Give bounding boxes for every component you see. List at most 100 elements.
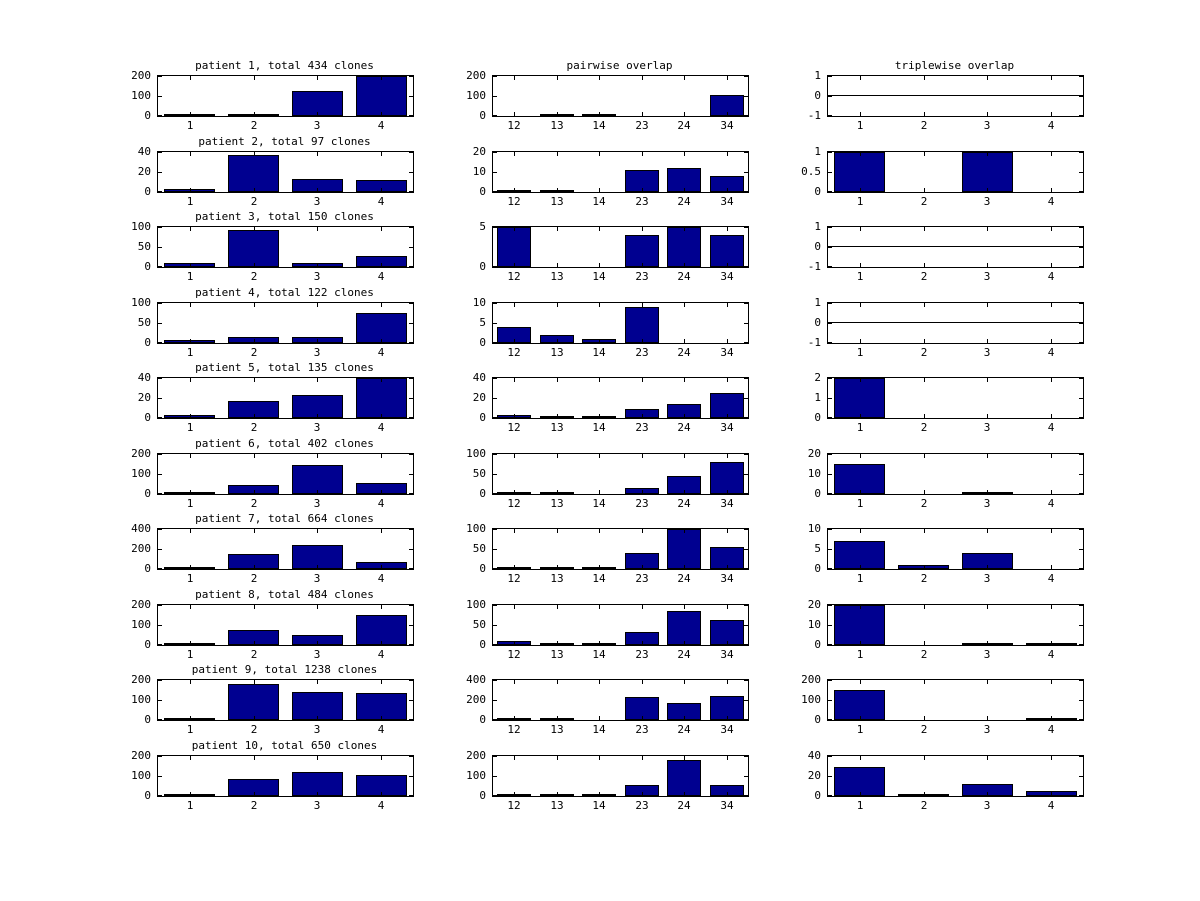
x-tick-label: 2 [250,799,258,812]
bar [834,152,885,192]
x-tick-mark [1051,792,1052,796]
x-tick-mark [381,454,382,458]
x-tick-mark [924,641,925,645]
x-tick-mark [381,227,382,231]
x-tick-label: 1 [186,421,194,434]
x-tick-mark [514,227,515,231]
y-tick-mark [493,756,497,757]
x-tick-mark [557,529,558,533]
y-tick-label: 0 [814,185,821,198]
x-tick-mark [860,756,861,760]
y-tick-mark [1079,795,1083,796]
x-tick-mark [727,263,728,267]
y-tick-mark [493,191,497,192]
x-tick-mark [684,76,685,80]
y-tick-label: 200 [466,69,486,82]
x-tick-mark [381,76,382,80]
x-tick-mark [860,792,861,796]
x-tick-mark [684,605,685,609]
x-tick-mark [642,490,643,494]
x-tick-mark [254,339,255,343]
x-tick-label: 1 [856,346,864,359]
y-tick-label: 0 [144,713,151,726]
y-tick-mark [493,323,497,324]
x-tick-mark [599,112,600,116]
y-tick-mark [493,680,497,681]
plot-area [827,377,1084,419]
y-tick-mark [409,568,413,569]
x-tick-mark [987,414,988,418]
y-tick-label: 100 [131,467,151,480]
y-tick-label: 20 [807,598,821,611]
x-tick-label: 12 [507,119,521,132]
y-tick-mark [1079,96,1083,97]
zero-line [828,246,1083,247]
subplot-title: patient 10, total 650 clones [191,739,378,752]
x-tick-mark [254,565,255,569]
x-tick-mark [514,263,515,267]
y-tick-mark [828,417,832,418]
bar [667,529,701,569]
x-tick-mark [190,680,191,684]
x-tick-mark [599,605,600,609]
x-tick-mark [317,792,318,796]
bar [834,378,885,418]
x-tick-label: 3 [983,648,991,661]
zero-line [828,95,1083,96]
y-tick-label: 50 [472,542,486,555]
bar [625,235,659,267]
x-tick-mark [924,339,925,343]
bar [356,693,407,720]
y-tick-mark [493,398,497,399]
x-tick-mark [727,112,728,116]
y-tick-mark [744,227,748,228]
x-tick-mark [381,605,382,609]
x-tick-mark [381,414,382,418]
x-tick-mark [1051,414,1052,418]
subplot-row3-pairwise: 12 13 14 23 24 34 0 5 [479,221,749,283]
plot-area [157,75,414,117]
y-tick-label: 0 [144,336,151,349]
y-tick-mark [744,644,748,645]
x-tick-mark [1051,716,1052,720]
x-tick-mark [599,378,600,382]
plot-area [157,604,414,646]
y-tick-mark [744,266,748,267]
y-tick-mark [828,605,832,606]
plot-area [827,151,1084,193]
x-tick-mark [557,303,558,307]
x-tick-label: 14 [592,270,606,283]
x-tick-label: 4 [377,270,385,283]
x-tick-mark [987,792,988,796]
x-tick-mark [381,680,382,684]
x-tick-mark [1051,756,1052,760]
x-tick-mark [381,339,382,343]
x-tick-mark [317,414,318,418]
x-tick-mark [1051,76,1052,80]
x-tick-mark [557,188,558,192]
y-tick-mark [493,378,497,379]
x-tick-mark [727,716,728,720]
x-tick-label: 4 [1047,346,1055,359]
bar [667,760,701,796]
subplot-row9-triplewise: 1 2 3 4 0 100 200 [801,674,1084,736]
x-tick-mark [1051,565,1052,569]
x-tick-mark [599,490,600,494]
y-tick-mark [409,172,413,173]
subplot-title: patient 4, total 122 clones [195,286,374,299]
y-tick-label: 100 [131,769,151,782]
y-tick-mark [744,474,748,475]
subplot-title: patient 7, total 664 clones [195,512,374,525]
subplot-title: patient 1, total 434 clones [195,59,374,72]
x-tick-mark [317,378,318,382]
x-tick-mark [1051,605,1052,609]
y-tick-label: 50 [472,467,486,480]
y-tick-mark [158,474,162,475]
x-tick-mark [684,227,685,231]
y-tick-mark [744,115,748,116]
x-tick-mark [860,188,861,192]
x-tick-mark [987,716,988,720]
x-tick-label: 12 [507,195,521,208]
y-tick-mark [828,549,832,550]
y-tick-mark [828,680,832,681]
